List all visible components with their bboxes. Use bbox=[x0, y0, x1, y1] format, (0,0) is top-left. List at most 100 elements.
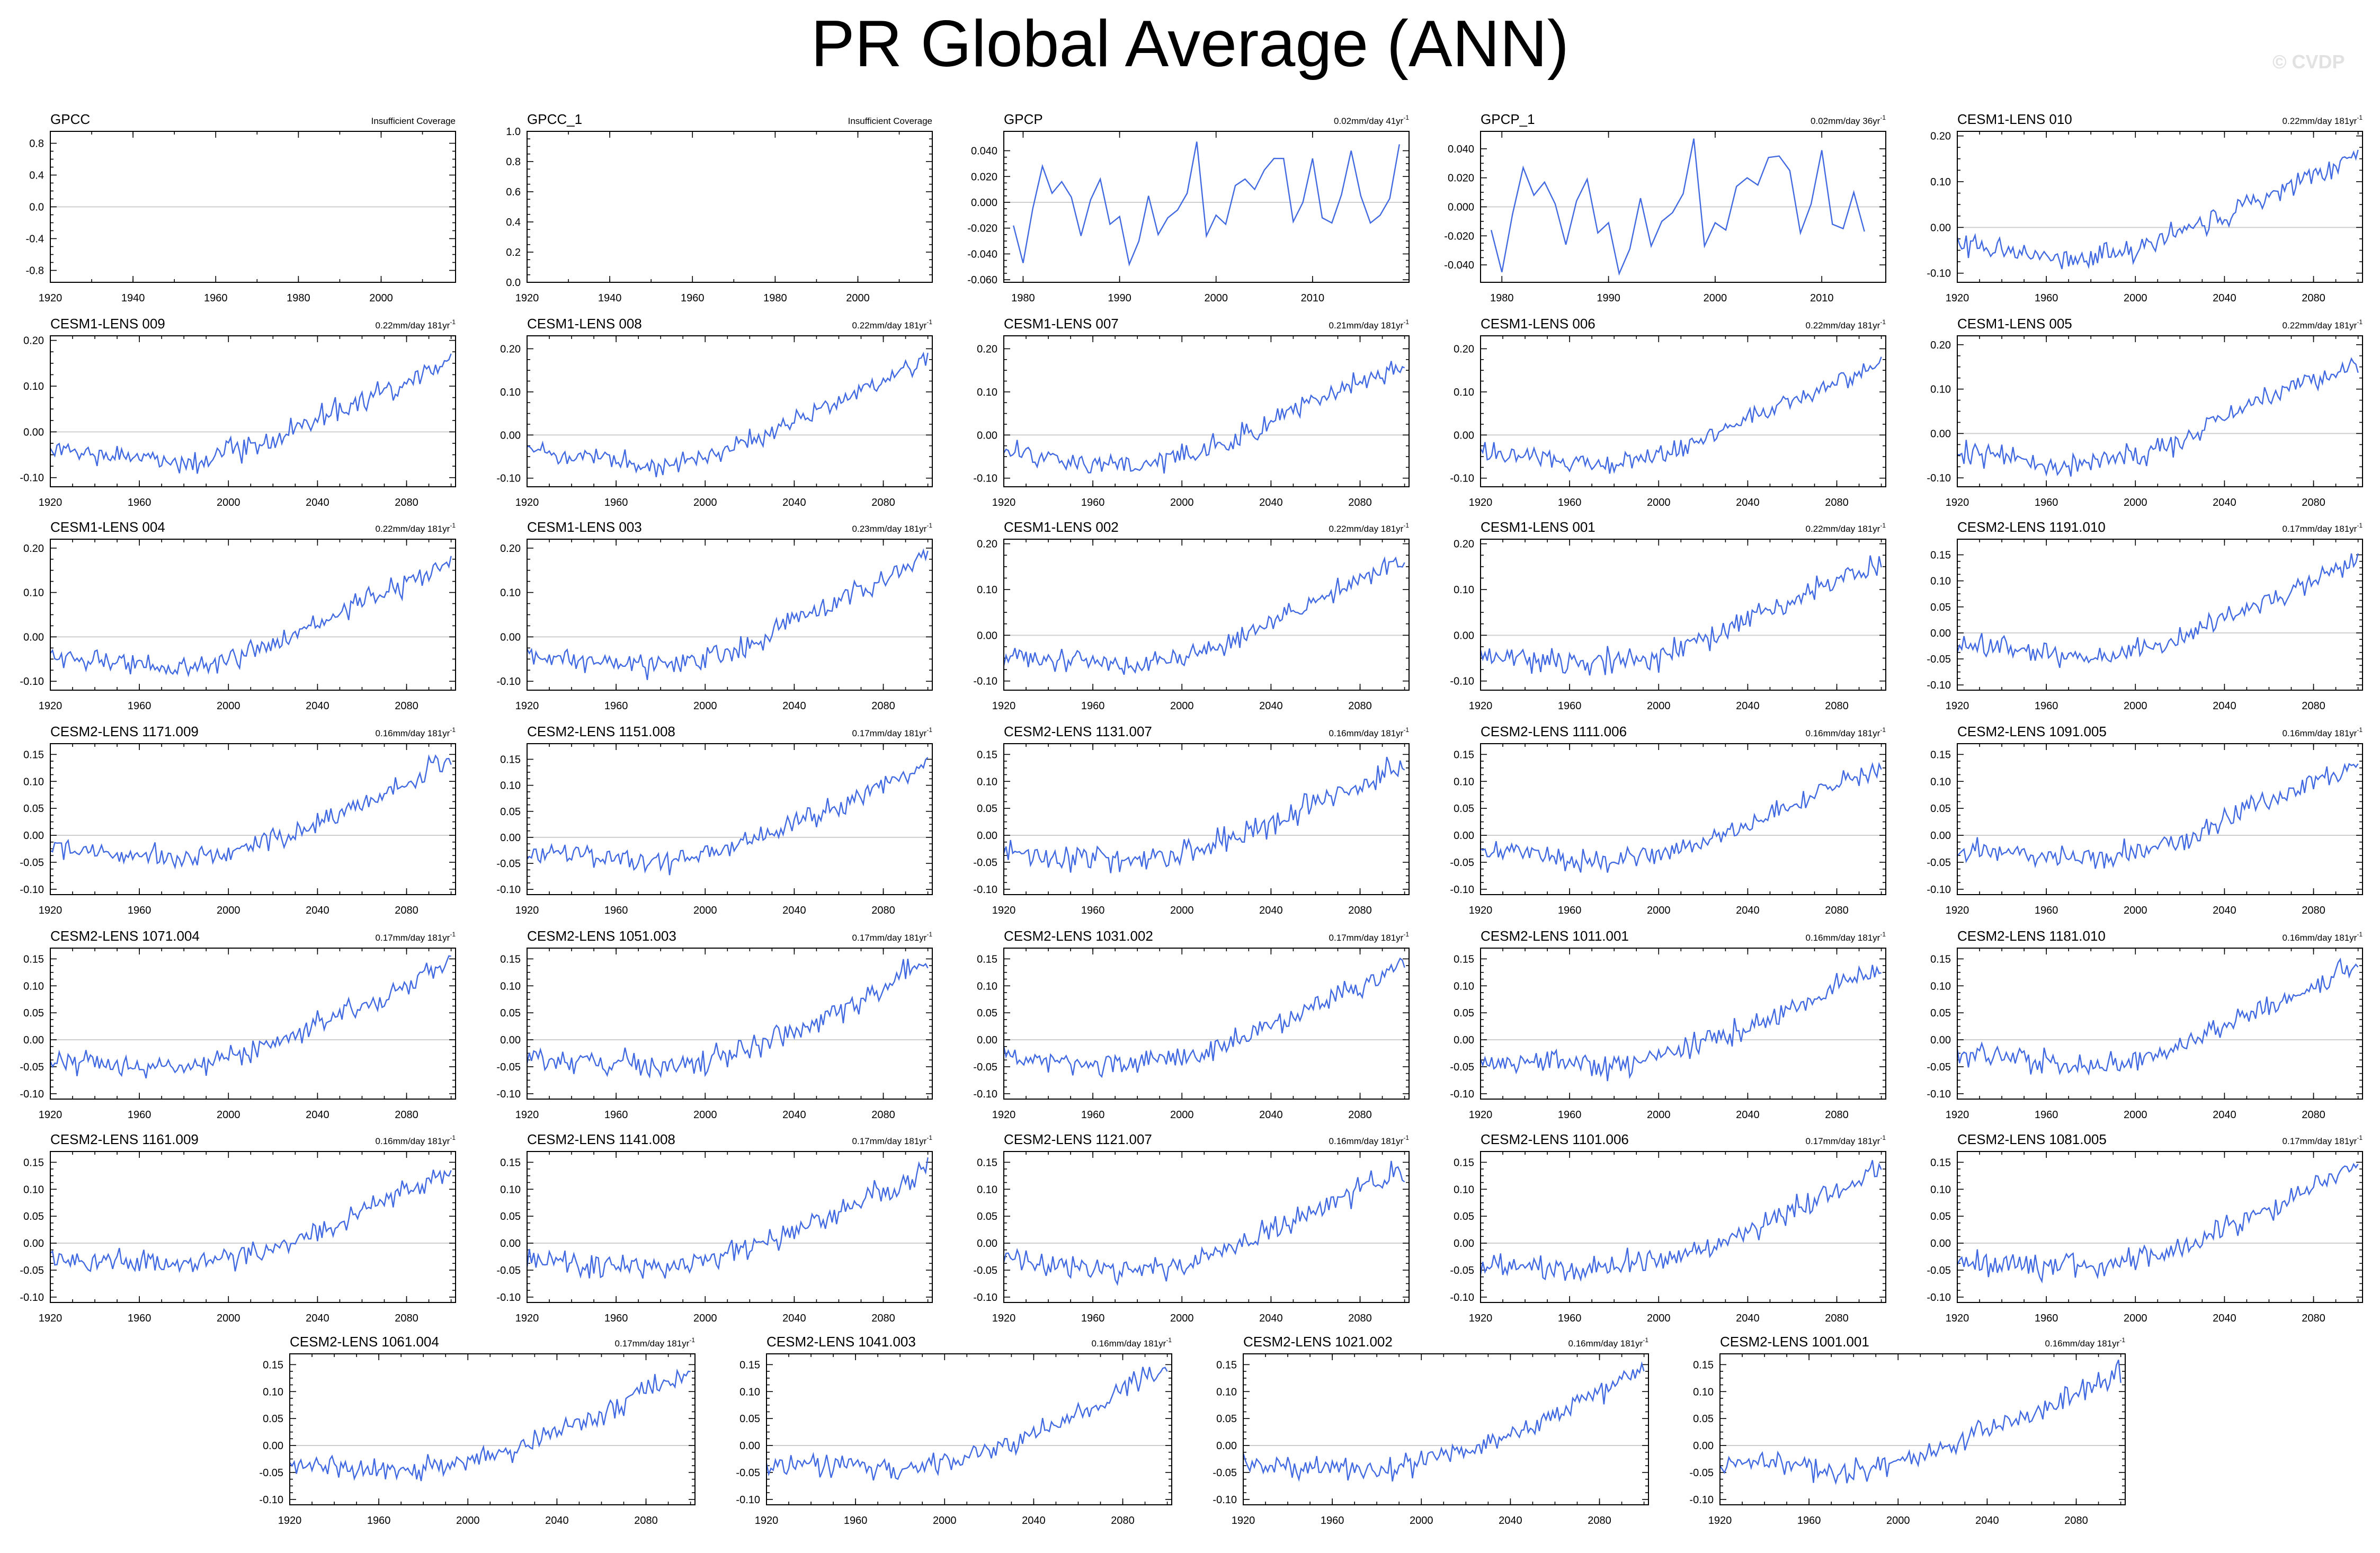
panel-cesm2-lens-1131-007: CESM2-LENS 1131.007 0.16mm/day 181yr-1 192… bbox=[973, 724, 1410, 916]
panel-trend-label: Insufficient Coverage bbox=[371, 116, 456, 126]
y-tick-label: 0.10 bbox=[1693, 1386, 1714, 1398]
plot-frame bbox=[1480, 743, 1886, 895]
y-tick-label: 0.00 bbox=[977, 430, 997, 441]
panel-title: CESM2-LENS 1091.005 bbox=[1957, 724, 2107, 739]
y-tick-label: 0.15 bbox=[500, 953, 521, 965]
y-tick-label: 0.4 bbox=[506, 217, 521, 228]
x-tick-label: 1960 bbox=[204, 292, 228, 304]
y-tick-label: 0.00 bbox=[977, 830, 997, 842]
panel-cesm1-lens-005: CESM1-LENS 005 0.22mm/day 181yr-1 1920 1960… bbox=[1927, 316, 2363, 508]
trend-exponent: -1 bbox=[926, 931, 932, 938]
series-line bbox=[1479, 555, 1882, 676]
plot-frame bbox=[1480, 539, 1886, 691]
series-line bbox=[1956, 1163, 2359, 1284]
panel-trend-label: 0.16mm/day 181yr-1 bbox=[2045, 1336, 2126, 1349]
y-tick-label: -0.05 bbox=[1927, 654, 1951, 665]
y-tick-label: 0.00 bbox=[1930, 222, 1951, 234]
x-tick-label: 1920 bbox=[1946, 497, 1969, 508]
x-tick-label: 1920 bbox=[1946, 1313, 1969, 1324]
series-line bbox=[1956, 149, 2359, 270]
x-tick-label: 2000 bbox=[2124, 905, 2147, 916]
y-tick-label: 0.0 bbox=[29, 202, 44, 213]
x-tick-label: 1980 bbox=[763, 292, 787, 304]
panel-trend-label: 0.17mm/day 181yr-1 bbox=[2283, 1134, 2363, 1146]
plot-frame bbox=[527, 335, 933, 487]
series-line bbox=[1003, 361, 1405, 474]
trend-exponent: -1 bbox=[450, 522, 456, 529]
y-tick-label: 0.05 bbox=[1454, 1211, 1474, 1222]
panel-title: CESM1-LENS 010 bbox=[1957, 111, 2072, 127]
panel-cesm2-lens-1141-008: CESM2-LENS 1141.008 0.17mm/day 181yr-1 192… bbox=[496, 1131, 933, 1324]
trend-exponent: -1 bbox=[926, 726, 932, 734]
y-tick-label: -0.05 bbox=[1927, 1061, 1951, 1073]
y-tick-label: 0.00 bbox=[1454, 630, 1474, 641]
series-line bbox=[527, 757, 929, 876]
y-tick-label: -0.10 bbox=[1450, 1292, 1474, 1304]
y-tick-label: 0.040 bbox=[971, 146, 997, 157]
series-line bbox=[1003, 1161, 1405, 1286]
x-tick-label: 2080 bbox=[1825, 1109, 1849, 1121]
panel-title: CESM1-LENS 007 bbox=[1004, 316, 1119, 332]
panel-cesm2-lens-1191-010: CESM2-LENS 1191.010 0.17mm/day 181yr-1 192… bbox=[1927, 519, 2363, 712]
plot-frame bbox=[1003, 539, 1410, 691]
y-tick-label: 0.10 bbox=[1930, 980, 1951, 992]
x-tick-label: 1920 bbox=[515, 700, 539, 712]
x-tick-label: 2040 bbox=[545, 1515, 569, 1527]
series-line bbox=[1956, 553, 2359, 668]
x-tick-label: 1920 bbox=[39, 905, 63, 916]
trend-exponent: -1 bbox=[450, 318, 456, 326]
x-tick-label: 2000 bbox=[369, 292, 393, 304]
panel-trend-label: 0.22mm/day 181yr-1 bbox=[1806, 318, 1886, 331]
x-tick-label: 1980 bbox=[1490, 292, 1514, 304]
y-tick-label: -0.10 bbox=[20, 1292, 44, 1304]
x-tick-label: 1920 bbox=[515, 1109, 539, 1121]
trend-exponent: -1 bbox=[450, 726, 456, 734]
y-tick-label: 0.05 bbox=[1930, 1007, 1951, 1019]
x-tick-label: 1920 bbox=[39, 700, 63, 712]
y-tick-label: 0.040 bbox=[1448, 144, 1474, 155]
panel-title: CESM2-LENS 1111.006 bbox=[1481, 724, 1627, 739]
y-tick-label: 0.20 bbox=[977, 539, 997, 550]
x-tick-label: 2040 bbox=[782, 1313, 806, 1324]
panel-trend-label: 0.17mm/day 181yr-1 bbox=[615, 1336, 696, 1349]
y-tick-label: 0.10 bbox=[977, 980, 997, 992]
y-tick-label: 0.20 bbox=[1930, 131, 1951, 142]
x-tick-label: 2000 bbox=[1647, 905, 1671, 916]
series-line bbox=[1479, 965, 1882, 1082]
trend-exponent: -1 bbox=[2357, 318, 2363, 326]
panel-title: CESM2-LENS 1151.008 bbox=[527, 724, 675, 739]
y-tick-label: 0.05 bbox=[23, 1007, 44, 1019]
plot-frame bbox=[50, 948, 456, 1100]
y-tick-label: -0.10 bbox=[496, 1292, 521, 1304]
x-tick-label: 1920 bbox=[755, 1515, 779, 1527]
x-tick-label: 2000 bbox=[2124, 700, 2147, 712]
y-tick-label: 0.10 bbox=[1930, 384, 1951, 396]
plot-frame bbox=[50, 1151, 456, 1303]
x-tick-label: 2040 bbox=[306, 497, 329, 508]
x-tick-label: 2040 bbox=[1736, 1313, 1760, 1324]
x-tick-label: 1920 bbox=[515, 497, 539, 508]
panel-title: CESM2-LENS 1081.005 bbox=[1957, 1131, 2107, 1147]
panel-cesm1-lens-009: CESM1-LENS 009 0.22mm/day 181yr-1 1920 1960… bbox=[20, 316, 456, 508]
trend-exponent: -1 bbox=[2357, 931, 2363, 938]
panel-cesm2-lens-1171-009: CESM2-LENS 1171.009 0.16mm/day 181yr-1 192… bbox=[20, 724, 456, 916]
x-tick-label: 2000 bbox=[1647, 700, 1671, 712]
x-tick-label: 2040 bbox=[306, 905, 329, 916]
x-tick-label: 1960 bbox=[367, 1515, 391, 1527]
y-tick-label: 0.15 bbox=[1216, 1359, 1237, 1371]
panel-title: CESM2-LENS 1031.002 bbox=[1004, 928, 1153, 944]
x-tick-label: 2040 bbox=[1259, 1313, 1283, 1324]
y-tick-label: 0.05 bbox=[977, 1211, 997, 1222]
x-tick-label: 2080 bbox=[2302, 292, 2325, 304]
y-tick-label: 0.05 bbox=[1454, 803, 1474, 815]
x-tick-label: 1920 bbox=[992, 905, 1016, 916]
panel-trend-label: 0.17mm/day 181yr-1 bbox=[2283, 522, 2363, 534]
x-tick-label: 1920 bbox=[1946, 1109, 1969, 1121]
series-line bbox=[1003, 756, 1405, 873]
x-tick-label: 1960 bbox=[1081, 497, 1105, 508]
panel-title: CESM2-LENS 1171.009 bbox=[50, 724, 199, 739]
y-tick-label: 0.00 bbox=[977, 1238, 997, 1249]
trend-exponent: -1 bbox=[2357, 522, 2363, 529]
plot-frame bbox=[1957, 539, 2363, 691]
x-tick-label: 2000 bbox=[693, 497, 717, 508]
